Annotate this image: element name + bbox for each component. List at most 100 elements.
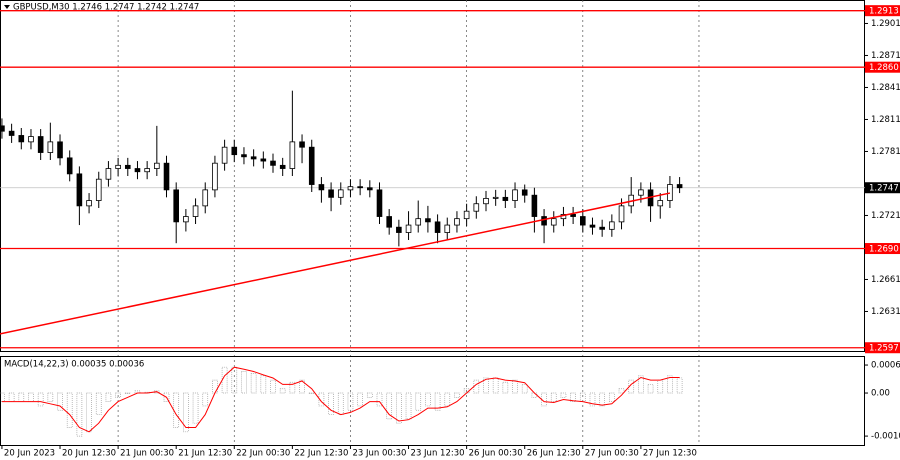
- macd-bar: [57, 392, 63, 411]
- y-tick-label: 1.2781: [871, 147, 900, 157]
- macd-bar: [570, 392, 576, 402]
- candle-body: [618, 205, 625, 223]
- candle-body: [308, 146, 315, 185]
- macd-bar: [183, 392, 189, 433]
- candle-body: [279, 164, 286, 169]
- candle-body: [589, 224, 596, 228]
- macd-bar: [667, 375, 673, 394]
- macd-bar: [347, 392, 354, 411]
- level-label-bg: [865, 5, 900, 17]
- candle-body: [444, 224, 451, 233]
- candle-body: [183, 216, 189, 223]
- macd-bar: [589, 392, 596, 407]
- candle-body: [57, 141, 63, 159]
- macd-bar: [308, 392, 315, 394]
- macd-bar: [66, 392, 73, 428]
- plot-frame: [0, 0, 865, 352]
- candle-body: [299, 141, 305, 148]
- macd-bar: [337, 392, 344, 415]
- macd-bar: [328, 392, 334, 415]
- macd-bar: [202, 392, 209, 407]
- macd-bar: [405, 392, 412, 420]
- candle-body: [347, 186, 354, 191]
- x-tick-label: 26 Jun 12:30: [527, 449, 581, 459]
- candle-body: [367, 187, 373, 191]
- candle-body: [396, 226, 402, 233]
- y-tick-label: 1.2661: [871, 275, 900, 285]
- y-tick-label: 1.2841: [871, 83, 900, 93]
- candle-body: [386, 216, 392, 228]
- candle-body: [357, 186, 363, 189]
- macd-title: MACD(14,22,3) 0.00035 0.00036: [4, 360, 144, 370]
- y-tick-label: 1.2811: [871, 115, 900, 125]
- candle-body: [550, 218, 557, 226]
- candle-body: [0, 125, 5, 132]
- macd-bar: [95, 392, 102, 415]
- candle-body: [415, 218, 422, 226]
- candle-body: [609, 221, 615, 230]
- macd-bar: [415, 392, 422, 411]
- x-tick-label: 27 Jun 12:30: [643, 449, 697, 459]
- current-price-label: 1.2747: [869, 184, 899, 194]
- candle-body: [95, 178, 102, 201]
- title-marker: [4, 5, 10, 9]
- macd-bar: [434, 392, 441, 411]
- level-label-bg: [865, 243, 900, 255]
- y-tick-label: 1.2721: [871, 211, 900, 221]
- candle-body: [221, 146, 228, 164]
- macd-bar: [425, 392, 431, 407]
- candle-body: [212, 162, 218, 191]
- macd-bar: [512, 379, 518, 394]
- x-tick-label: 26 Jun 00:30: [469, 449, 523, 459]
- x-tick-label: 23 Jun 12:30: [411, 449, 465, 459]
- level-label-bg: [865, 342, 900, 354]
- candle-body: [241, 154, 247, 158]
- macd-bar: [153, 390, 160, 394]
- candle-body: [599, 226, 605, 230]
- x-tick-label: 22 Jun 00:30: [236, 449, 290, 459]
- candle-body: [8, 130, 15, 136]
- candle-body: [202, 189, 209, 207]
- candle-body: [154, 162, 160, 169]
- macd-bar: [463, 388, 470, 394]
- candle-body: [463, 210, 470, 220]
- plot-frame: [0, 356, 865, 446]
- x-tick-label: 23 Jun 00:30: [352, 449, 406, 459]
- candle-body: [115, 164, 121, 169]
- macd-bar: [163, 392, 170, 402]
- y-tick-label: 1.2871: [871, 51, 900, 61]
- y-tick-label: 1.2631: [871, 307, 900, 317]
- y-tick-label: 0.00: [871, 389, 890, 399]
- candle-body: [521, 189, 528, 196]
- macd-bar: [357, 392, 363, 407]
- y-tick-label: -0.0010: [871, 432, 900, 442]
- macd-bar: [647, 384, 654, 394]
- macd-bar: [241, 371, 247, 394]
- candle-body: [531, 194, 538, 217]
- candle-body: [425, 218, 431, 223]
- candle-body: [86, 200, 92, 207]
- candle-body: [134, 168, 141, 173]
- candle-body: [260, 158, 267, 162]
- current-price-label-bg: [865, 182, 900, 194]
- macd-bar: [366, 392, 373, 398]
- macd-bar: [299, 379, 305, 394]
- level-label: 1.2860: [869, 63, 899, 73]
- level-label-bg: [865, 61, 900, 73]
- macd-bar: [192, 392, 199, 424]
- macd-bar: [396, 392, 402, 424]
- macd-bar: [105, 392, 112, 402]
- candle-body: [638, 189, 644, 196]
- level-label: 1.2597: [869, 344, 899, 354]
- x-tick-label: 21 Jun 12:30: [178, 449, 232, 459]
- macd-bar: [386, 392, 393, 420]
- macd-bar: [454, 392, 460, 398]
- candle-body: [512, 189, 518, 201]
- candle-body: [231, 146, 238, 156]
- candle-body: [483, 197, 489, 205]
- chart-title: GBPUSD,M30 1.2746 1.2747 1.2742 1.2747: [13, 3, 199, 13]
- candle-body: [173, 189, 179, 223]
- macd-bar: [638, 375, 644, 394]
- trendline: [0, 192, 671, 335]
